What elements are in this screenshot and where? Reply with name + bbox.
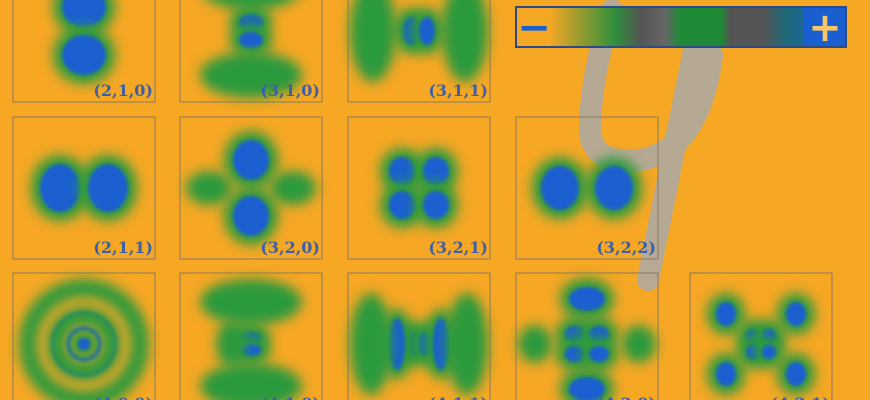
green-halo	[208, 0, 294, 10]
blue-lobe	[595, 166, 633, 210]
green-halo	[200, 52, 302, 98]
blue-lobe	[389, 157, 415, 185]
orbital-plot	[19, 279, 149, 400]
panel-frame	[347, 0, 491, 103]
orbital-panel: (4,2,1)	[689, 272, 833, 400]
orbital-panel: (3,1,1)	[347, 0, 491, 103]
blue-lobe	[569, 377, 605, 400]
orbital-label: (3,2,2)	[596, 238, 656, 257]
orbital-label: (3,2,0)	[260, 238, 320, 257]
orbital-panel: (4,1,1)	[347, 272, 491, 400]
blue-lobe	[716, 362, 736, 386]
orbital-label: (3,1,1)	[428, 81, 488, 100]
orbital-panel: (3,1,0)	[179, 0, 323, 103]
orbital-panel: (4,2,0)	[515, 272, 659, 400]
orbital-plot	[53, 0, 115, 84]
blue-lobe	[62, 35, 106, 75]
panel-frame	[179, 272, 323, 400]
blue-lobe	[589, 346, 609, 362]
green-halo	[446, 293, 488, 395]
blue-lobe	[241, 344, 261, 356]
blue-lobe	[233, 140, 269, 180]
orbital-plot	[518, 278, 656, 400]
orbital-label: (2,1,1)	[93, 238, 153, 257]
green-halo	[518, 325, 552, 363]
blue-lobe	[786, 302, 806, 326]
orbital-label: (4,1,1)	[428, 394, 488, 400]
colorbar: − +	[515, 5, 847, 51]
blue-lobe	[389, 191, 415, 219]
panel-frame	[12, 0, 156, 103]
orbital-plot	[380, 148, 458, 228]
green-ring	[47, 307, 121, 381]
green-halo	[622, 325, 656, 363]
orbital-plot	[200, 279, 302, 400]
blue-lobe	[423, 191, 449, 219]
orbital-label: (4,2,0)	[596, 394, 656, 400]
orbital-panel: (4,0,0)	[12, 272, 156, 400]
minus-label: −	[517, 5, 551, 51]
blue-lobe	[78, 338, 90, 350]
orbital-panel: (3,2,1)	[347, 116, 491, 260]
panel-grid: (2,1,0) (3,1,0) (3,1,1) (2,1,1) (3,2,0) (3,2,…	[12, 0, 833, 400]
orbital-plot	[350, 293, 488, 395]
orbital-plot	[350, 0, 488, 82]
plus-label: +	[808, 5, 842, 51]
orbital-label: (2,1,0)	[93, 81, 153, 100]
green-halo	[350, 0, 396, 82]
orbital-panel: (4,1,0)	[179, 272, 323, 400]
blue-ring	[66, 326, 102, 362]
panel-frame	[347, 272, 491, 400]
orbital-plot	[200, 0, 302, 98]
orbital-label: (3,2,1)	[428, 238, 488, 257]
blue-lobe	[239, 32, 263, 48]
orbital-panel: (2,1,1)	[12, 116, 156, 260]
orbital-label: (4,0,0)	[93, 394, 153, 400]
orbital-plot	[532, 157, 642, 219]
green-halo	[216, 321, 246, 367]
blue-lobe	[62, 0, 106, 27]
orbital-label: (3,1,0)	[260, 81, 320, 100]
green-halo	[270, 171, 316, 205]
blue-lobe	[716, 302, 736, 326]
panel-frame	[179, 0, 323, 103]
panel-frame	[515, 272, 659, 400]
colorbar-end	[804, 8, 845, 46]
orbital-plot	[31, 155, 137, 221]
orbital-plot	[707, 293, 815, 395]
blue-lobe	[565, 346, 585, 362]
orbital-label: (4,2,1)	[770, 394, 830, 400]
green-halo	[186, 171, 232, 205]
blue-lobe	[569, 287, 605, 311]
blue-lobe	[762, 345, 776, 359]
blue-lobe	[233, 196, 269, 236]
blue-lobe	[423, 157, 449, 185]
green-ring	[19, 279, 149, 400]
blue-lobe	[541, 166, 579, 210]
panel-frame	[515, 116, 659, 260]
blue-lobe	[389, 318, 405, 370]
orbital-panel: (3,2,2)	[515, 116, 659, 260]
blue-lobe	[88, 164, 128, 212]
blue-lobe	[419, 17, 435, 45]
panel-frame	[179, 116, 323, 260]
green-halo	[442, 0, 488, 82]
green-halo	[200, 279, 302, 325]
orbital-plot	[186, 131, 316, 245]
orbital-label: (4,1,0)	[260, 394, 320, 400]
blue-lobe	[786, 362, 806, 386]
colorbar-gradient	[515, 6, 847, 48]
orbital-panel: (2,1,0)	[12, 0, 156, 103]
orbital-panel: (3,2,0)	[179, 116, 323, 260]
panel-frame	[12, 116, 156, 260]
green-halo	[200, 363, 302, 400]
green-halo	[350, 293, 392, 395]
blue-lobe	[40, 164, 80, 212]
panel-frame	[347, 116, 491, 260]
panel-frame	[12, 272, 156, 400]
panel-frame	[689, 272, 833, 400]
psi-symbol	[578, 0, 723, 291]
blue-lobe	[433, 318, 449, 370]
